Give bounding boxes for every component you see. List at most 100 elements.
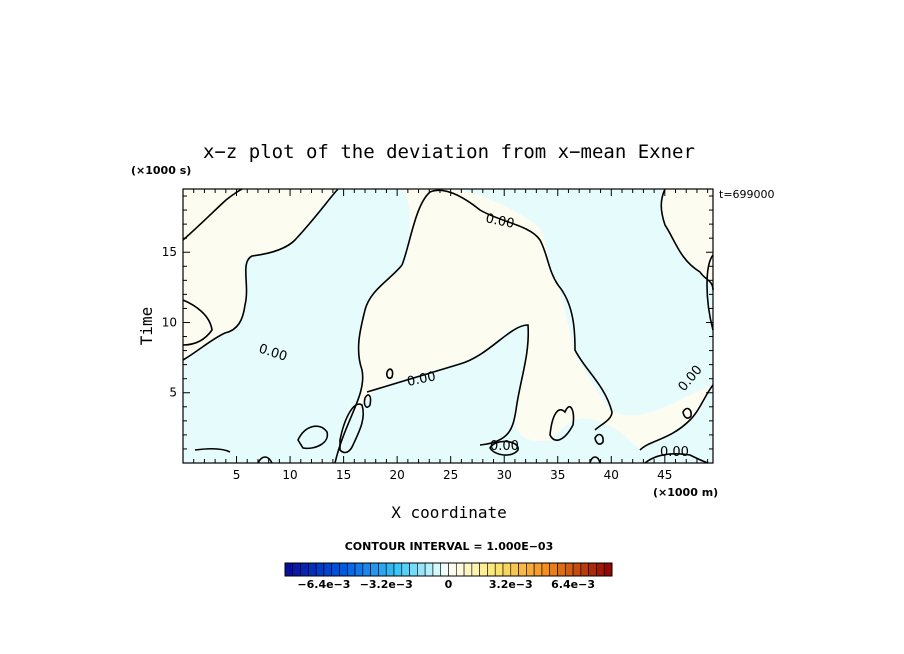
contour-label: 0.00 [660, 445, 689, 460]
colorbar-cell [300, 562, 309, 577]
colorbar-cell [518, 562, 527, 577]
x-tick-label: 35 [550, 468, 565, 482]
x-tick-label: 10 [282, 468, 297, 482]
colorbar-cell [440, 562, 449, 577]
negative-region-upper-right [402, 189, 713, 416]
colorbar-tick-label: −3.2e−3 [360, 578, 413, 591]
colorbar-cell [463, 562, 473, 577]
y-axis-label: Time [137, 307, 156, 346]
colorbar-cell [417, 562, 426, 577]
colorbar-cell [354, 562, 364, 577]
colorbar-cell [346, 562, 356, 577]
contour-line [182, 188, 243, 241]
colorbar-cell [580, 562, 589, 577]
contour-line [549, 406, 575, 441]
contour-line [644, 453, 709, 464]
contour-line [366, 324, 530, 446]
contour-label: 0.00 [484, 211, 515, 232]
colorbar-cell [424, 562, 434, 577]
colorbar-cell [564, 562, 574, 577]
colorbar-cell [339, 562, 348, 577]
colorbar-tick-label: −6.4e−3 [297, 578, 350, 591]
contour-label: 0.00 [406, 369, 437, 390]
chart-title: x−z plot of the deviation from x−mean Ex… [203, 141, 695, 163]
y-tick-label: 10 [162, 315, 177, 329]
colorbar-cell [541, 562, 551, 577]
y-tick-label: 15 [162, 245, 177, 259]
zero-contours [182, 188, 714, 464]
contour-line [363, 394, 372, 408]
x-tick-label: 25 [443, 468, 458, 482]
contour-label: 0.00 [490, 439, 519, 454]
x-tick-label: 30 [497, 468, 512, 482]
contour-line [257, 456, 273, 464]
colorbar-cell [494, 562, 504, 577]
colorbar-cell [409, 562, 418, 577]
x-axis-label: X coordinate [391, 503, 507, 522]
contour-line [386, 368, 394, 379]
colorbar-cell [557, 562, 566, 577]
colorbar-cell [603, 562, 613, 577]
contour-line [589, 456, 601, 464]
contour-line [401, 189, 613, 431]
colorbar-cell [401, 562, 410, 577]
colorbar-cell [315, 562, 325, 577]
contour-labels: 0.00 0.00 0.00 0.00 0.00 0.00 [257, 211, 706, 460]
colorbar-cell [479, 562, 488, 577]
colorbar-cell [308, 562, 317, 577]
x-scale-label: (×1000 m) [653, 486, 718, 499]
contour-line [334, 264, 403, 464]
colorbar-cell [549, 562, 558, 577]
contour-interval: CONTOUR INTERVAL = 1.000E−03 [345, 540, 554, 553]
y-scale-label: (×1000 s) [131, 164, 191, 177]
colorbar-cell [526, 562, 535, 577]
colorbar-cell [487, 562, 496, 577]
colorbar-cell [370, 562, 379, 577]
colorbar-cell [596, 562, 605, 577]
colorbar-cell [292, 562, 301, 577]
contour-line [339, 403, 365, 454]
colorbar-cell [393, 562, 403, 577]
colorbar-tick-label: 0 [445, 578, 453, 591]
contour-line [639, 384, 714, 451]
colorbar-cell [510, 562, 519, 577]
colorbar-cell [502, 562, 512, 577]
x-tick-label: 15 [336, 468, 351, 482]
colorbar-cell [572, 562, 582, 577]
negative-region-center [335, 324, 713, 463]
colorbar-cell [448, 562, 457, 577]
colorbar-cell [471, 562, 480, 577]
contour-line [194, 447, 231, 453]
y-tick-label: 5 [169, 386, 177, 400]
colorbar-cell [455, 562, 465, 577]
x-tick-label: 45 [657, 468, 672, 482]
contour-line [489, 440, 519, 456]
x-tick-label: 5 [233, 468, 241, 482]
x-tick-label: 20 [390, 468, 405, 482]
colorbar-cell [331, 562, 340, 577]
colorbar-tick-label: 3.2e−3 [489, 578, 533, 591]
time-label: t=699000 [719, 188, 775, 201]
plot-area: 0.00 0.00 0.00 0.00 0.00 0.00 5 10 15 20 25 3… [162, 188, 714, 482]
axis-ticks: 5 10 15 20 25 30 35 40 45 5 10 15 [162, 189, 713, 482]
contour-line [682, 407, 692, 419]
colorbar-cell [323, 562, 333, 577]
contour-line [660, 188, 714, 291]
colorbar-frame [284, 562, 613, 577]
x-tick-label: 40 [604, 468, 619, 482]
contour-line [297, 425, 329, 450]
contour-line [182, 299, 213, 346]
colorbar-cell [588, 562, 597, 577]
colorbar-cell [533, 562, 543, 577]
colorbar: −6.4e−3 −3.2e−3 0 3.2e−3 6.4e−3 [284, 562, 613, 591]
colorbar-cell [284, 562, 294, 577]
plot-frame [182, 188, 714, 464]
negative-region-left [183, 189, 411, 463]
colorbar-cell [362, 562, 371, 577]
colorbar-tick-label: 6.4e−3 [551, 578, 595, 591]
colorbar-cell [378, 562, 387, 577]
colorbar-cell [432, 562, 442, 577]
contour-line [594, 433, 604, 445]
contour-line [706, 254, 714, 331]
